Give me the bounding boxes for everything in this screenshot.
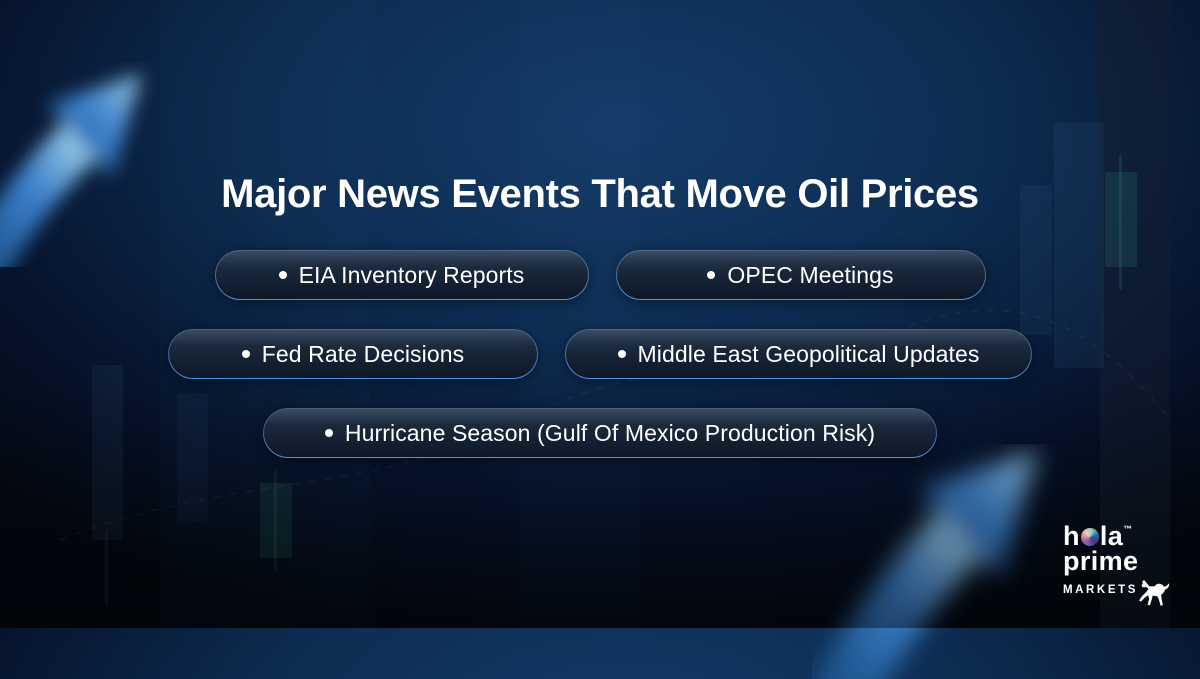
bullet-dot-icon bbox=[617, 350, 626, 358]
bull-icon bbox=[1139, 580, 1170, 606]
event-pill-label: Hurricane Season (Gulf Of Mexico Product… bbox=[344, 419, 876, 446]
logo-line-markets: MARKETS bbox=[1062, 578, 1170, 606]
pill-row-2: Fed Rate Decisions Middle East Geopoliti… bbox=[168, 329, 1032, 379]
event-pill-label: OPEC Meetings bbox=[727, 261, 894, 288]
candlestick-green bbox=[260, 483, 292, 558]
pill-row-3: Hurricane Season (Gulf Of Mexico Product… bbox=[263, 408, 937, 458]
page-title: Major News Events That Move Oil Prices bbox=[221, 171, 979, 216]
candlestick-wick bbox=[274, 470, 277, 570]
pill-row-1: EIA Inventory Reports OPEC Meetings bbox=[215, 250, 986, 300]
iridescent-orb-icon bbox=[1080, 527, 1099, 546]
event-pill-middle-east-geopolitical-updates: Middle East Geopolitical Updates bbox=[565, 329, 1032, 379]
event-pill-eia-inventory-reports: EIA Inventory Reports bbox=[215, 250, 589, 300]
event-pill-fed-rate-decisions: Fed Rate Decisions bbox=[168, 329, 538, 379]
event-pill-group: EIA Inventory Reports OPEC Meetings Fed … bbox=[0, 250, 1200, 458]
event-pill-hurricane-season: Hurricane Season (Gulf Of Mexico Product… bbox=[263, 408, 937, 458]
arrow-up-right-icon bbox=[0, 74, 142, 267]
bullet-dot-icon bbox=[278, 271, 287, 279]
event-pill-label: Middle East Geopolitical Updates bbox=[637, 340, 980, 367]
holaprime-logo: h la ™ prime MARKETS bbox=[1062, 521, 1170, 606]
trademark-symbol: ™ bbox=[1123, 524, 1133, 535]
candlestick-wick bbox=[105, 530, 108, 605]
bullet-dot-icon bbox=[241, 350, 250, 358]
bullet-dot-icon bbox=[324, 429, 333, 437]
bullet-dot-icon bbox=[707, 271, 716, 279]
arrow-up-right-icon bbox=[816, 451, 1037, 679]
logo-text-markets: MARKETS bbox=[1062, 583, 1138, 596]
logo-text-h: h bbox=[1062, 521, 1080, 552]
logo-line-prime: prime bbox=[1062, 546, 1139, 577]
event-pill-label: EIA Inventory Reports bbox=[298, 261, 525, 288]
event-pill-label: Fed Rate Decisions bbox=[261, 340, 465, 367]
event-pill-opec-meetings: OPEC Meetings bbox=[616, 250, 986, 300]
